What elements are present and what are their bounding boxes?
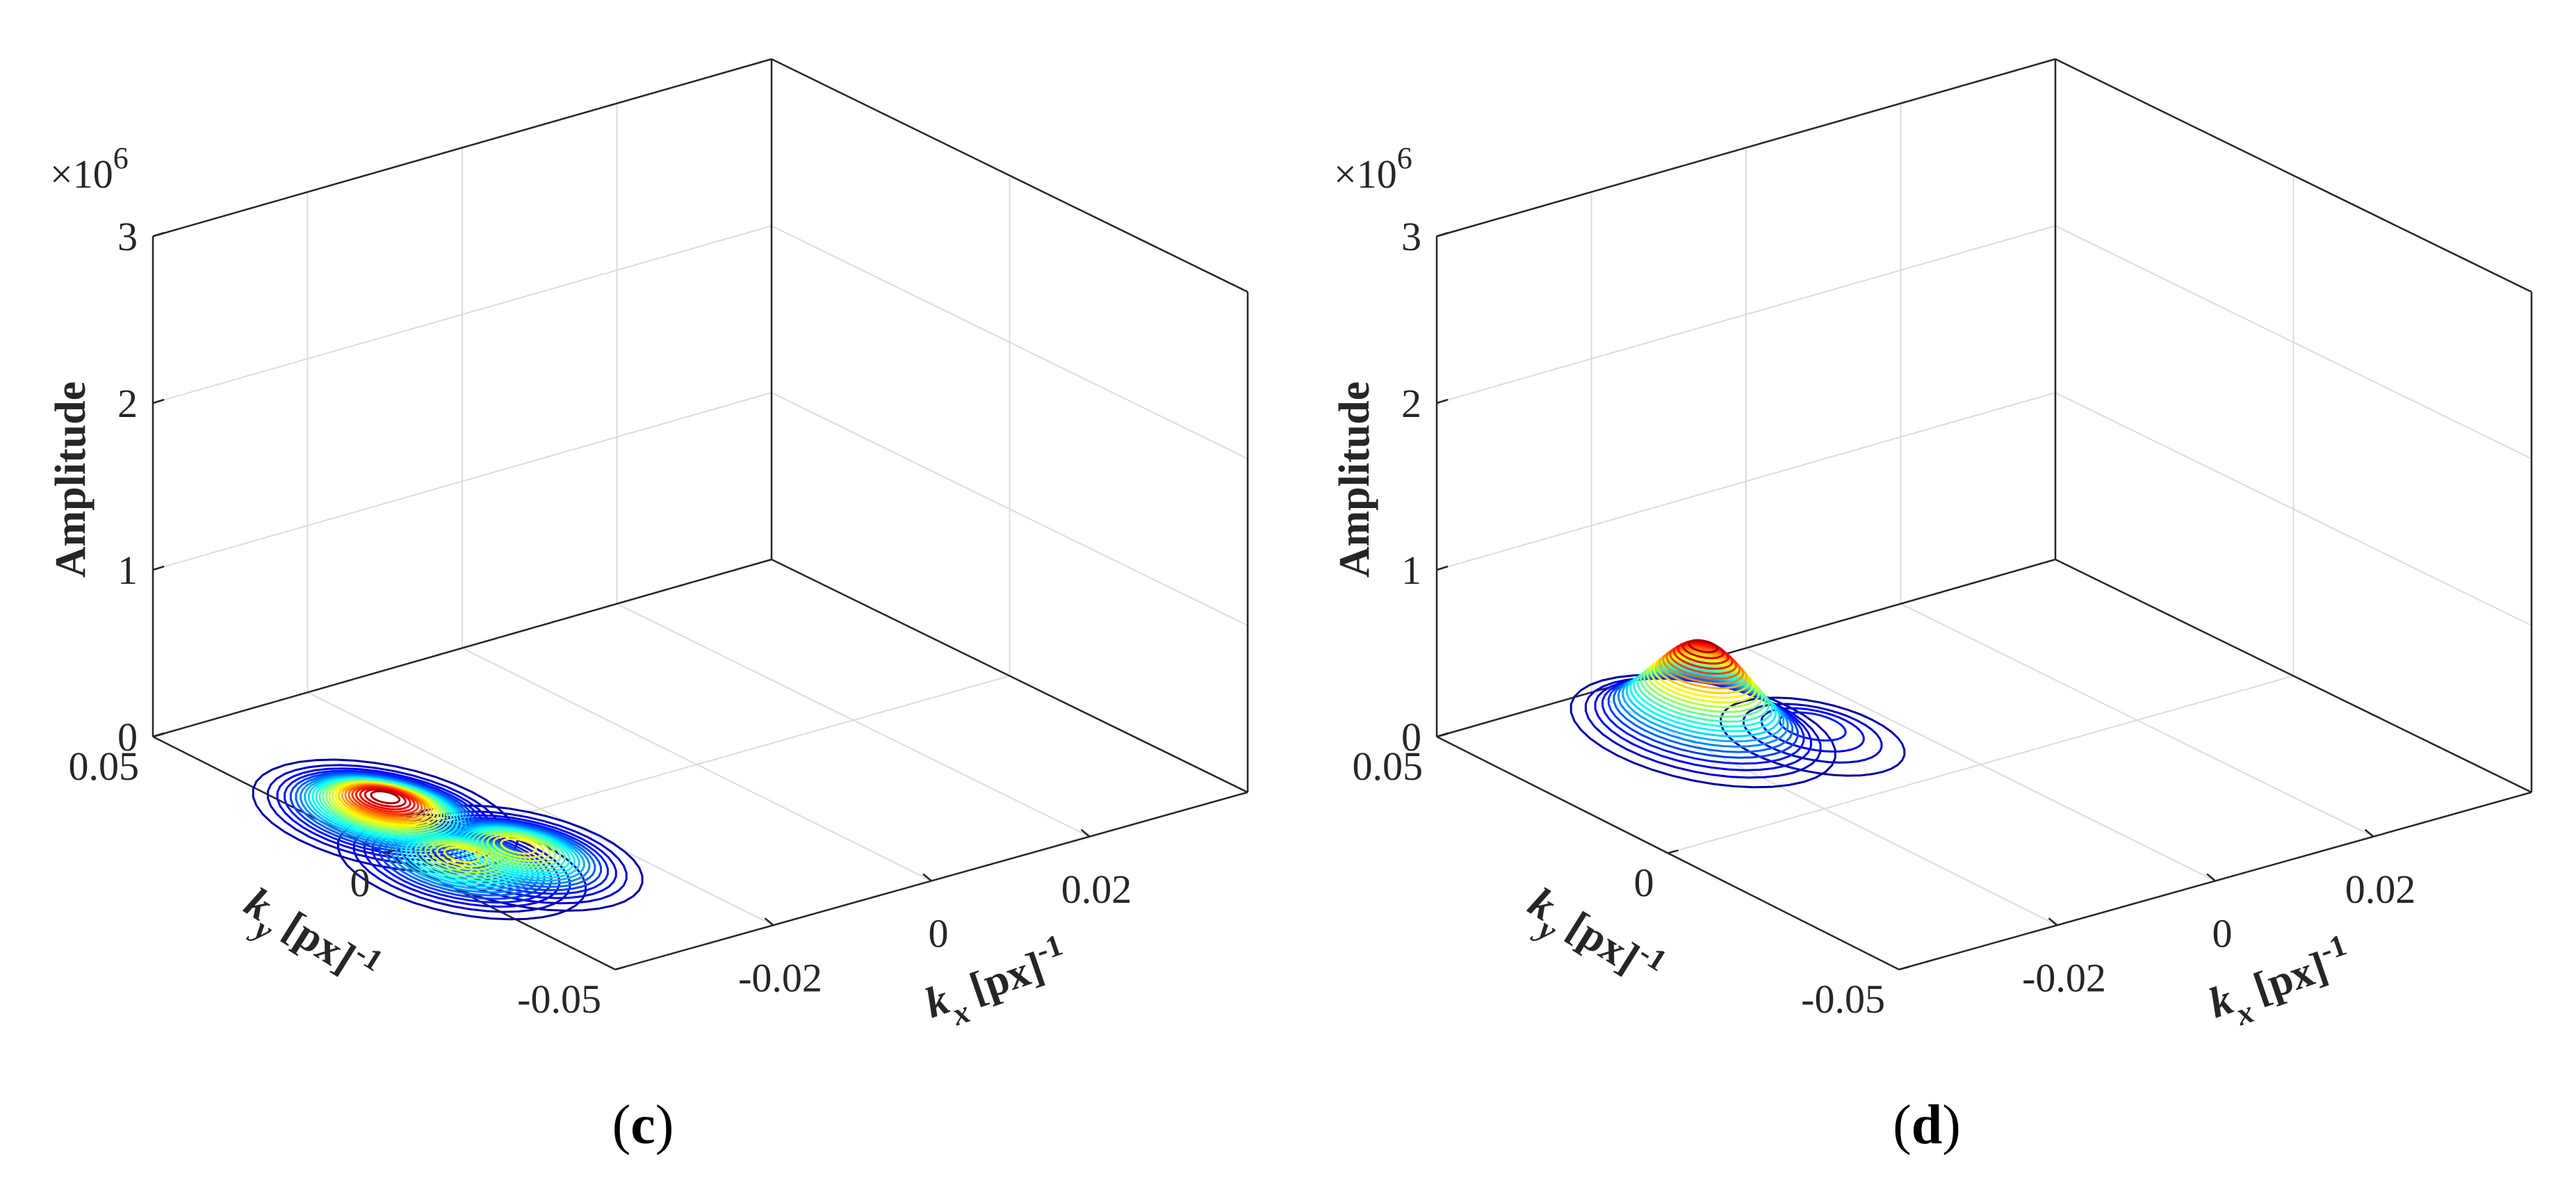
y-tick-label: 0 (1634, 860, 1654, 906)
y-tick-label: -0.05 (1801, 976, 1885, 1022)
axis-edge (1436, 58, 2056, 238)
y-tick-label: 0.05 (69, 744, 140, 789)
contour-line (1617, 673, 1789, 748)
contour-line (500, 837, 537, 855)
contour-line (481, 832, 556, 865)
z-tick-mark (152, 398, 165, 404)
axis-edge (771, 58, 1248, 293)
z-tick-mark (1436, 231, 1449, 238)
z-tick-mark (152, 231, 165, 238)
z-tick-mark (1436, 565, 1449, 571)
y-tick-label: -0.05 (517, 976, 601, 1022)
y-tick-mark (1668, 849, 1679, 854)
contour-line (466, 828, 571, 874)
grid-line (1745, 647, 2216, 882)
contour-line (1662, 648, 1745, 685)
z-tick-label: 1 (117, 548, 138, 593)
z-tick-label: 3 (117, 214, 138, 259)
z-tick-label: 2 (1401, 381, 1421, 426)
y-tick-label: 0.05 (1353, 744, 1424, 789)
axis-edge (2055, 558, 2532, 794)
grid-line (617, 603, 1090, 837)
z-tick-label: 1 (1401, 548, 1421, 593)
z-tick-label: 3 (1401, 214, 1421, 259)
x-tick-mark (2364, 828, 2374, 837)
contour-line (1656, 652, 1751, 694)
panel-caption: (d) (1893, 1095, 1961, 1156)
contour-line (1652, 654, 1754, 699)
contour-line (1640, 662, 1767, 718)
contour-line (424, 840, 500, 874)
contour-line (492, 835, 545, 859)
x-tick-label: 0.02 (2345, 867, 2416, 912)
panel-caption: (c) (612, 1095, 674, 1156)
contour-line (1626, 670, 1781, 738)
contour-line (414, 837, 510, 880)
contour-line (486, 833, 551, 862)
contour-line (443, 846, 480, 864)
contour-surface (252, 758, 644, 921)
contour-line (430, 842, 494, 871)
contour-line (428, 817, 609, 895)
axis-edge (2055, 58, 2532, 293)
x-tick-label: 0 (929, 911, 949, 956)
contour-line (452, 824, 585, 882)
contour-line (1633, 666, 1774, 728)
x-tick-label: 0.02 (1061, 867, 1132, 912)
grid-line (462, 647, 932, 882)
contour-surface (1570, 639, 1906, 789)
contour-line (1669, 644, 1738, 676)
axis-edge (152, 558, 772, 738)
z-tick-mark (1436, 398, 1449, 404)
contour-line (1688, 639, 1719, 653)
exponent-label: ×106 (1334, 141, 1412, 197)
z-tick-label: 0 (1401, 714, 1421, 760)
x-tick-label: -0.02 (2022, 955, 2106, 1000)
grid-line (1591, 692, 2057, 926)
contour-line (436, 844, 488, 868)
contour-line (370, 790, 401, 805)
axis-edge (152, 58, 772, 238)
contour-line (1720, 696, 1906, 777)
grid-line (1900, 603, 2374, 837)
contour-line (1677, 641, 1729, 665)
contour-line (364, 788, 407, 808)
contour-line (409, 836, 514, 883)
axis-edge (1436, 558, 2056, 738)
y-tick-mark (384, 849, 395, 854)
contour-line (1672, 643, 1734, 670)
contour-line (471, 829, 566, 871)
contour-line (359, 787, 411, 811)
contour-line (1742, 703, 1883, 764)
contour-line (462, 826, 576, 876)
y-tick-mark (152, 733, 164, 738)
x-tick-label: -0.02 (738, 955, 822, 1000)
grid-line (307, 692, 774, 926)
contour-line (457, 825, 580, 879)
axis-edge (771, 558, 1248, 794)
x-tick-mark (764, 917, 774, 926)
z-tick-mark (152, 565, 165, 571)
contour-line (1646, 658, 1760, 709)
z-axis-label: Amplitude (47, 382, 95, 578)
x-tick-mark (2048, 917, 2058, 926)
contour-line (435, 819, 602, 892)
contour-line (1607, 676, 1799, 759)
y-tick-mark (1898, 965, 1910, 971)
x-tick-label: 0 (2212, 911, 2233, 956)
z-tick-label: 2 (117, 381, 138, 426)
x-tick-mark (922, 873, 932, 882)
exponent-label: ×106 (50, 141, 129, 197)
contour-line (419, 839, 505, 877)
y-tick-mark (1436, 733, 1448, 738)
y-tick-mark (614, 965, 626, 971)
y-tick-label: 0 (350, 860, 370, 906)
z-axis-label: Amplitude (1331, 382, 1378, 578)
x-tick-mark (2206, 873, 2216, 882)
z-tick-label: 0 (117, 714, 138, 760)
x-tick-mark (1080, 828, 1091, 837)
